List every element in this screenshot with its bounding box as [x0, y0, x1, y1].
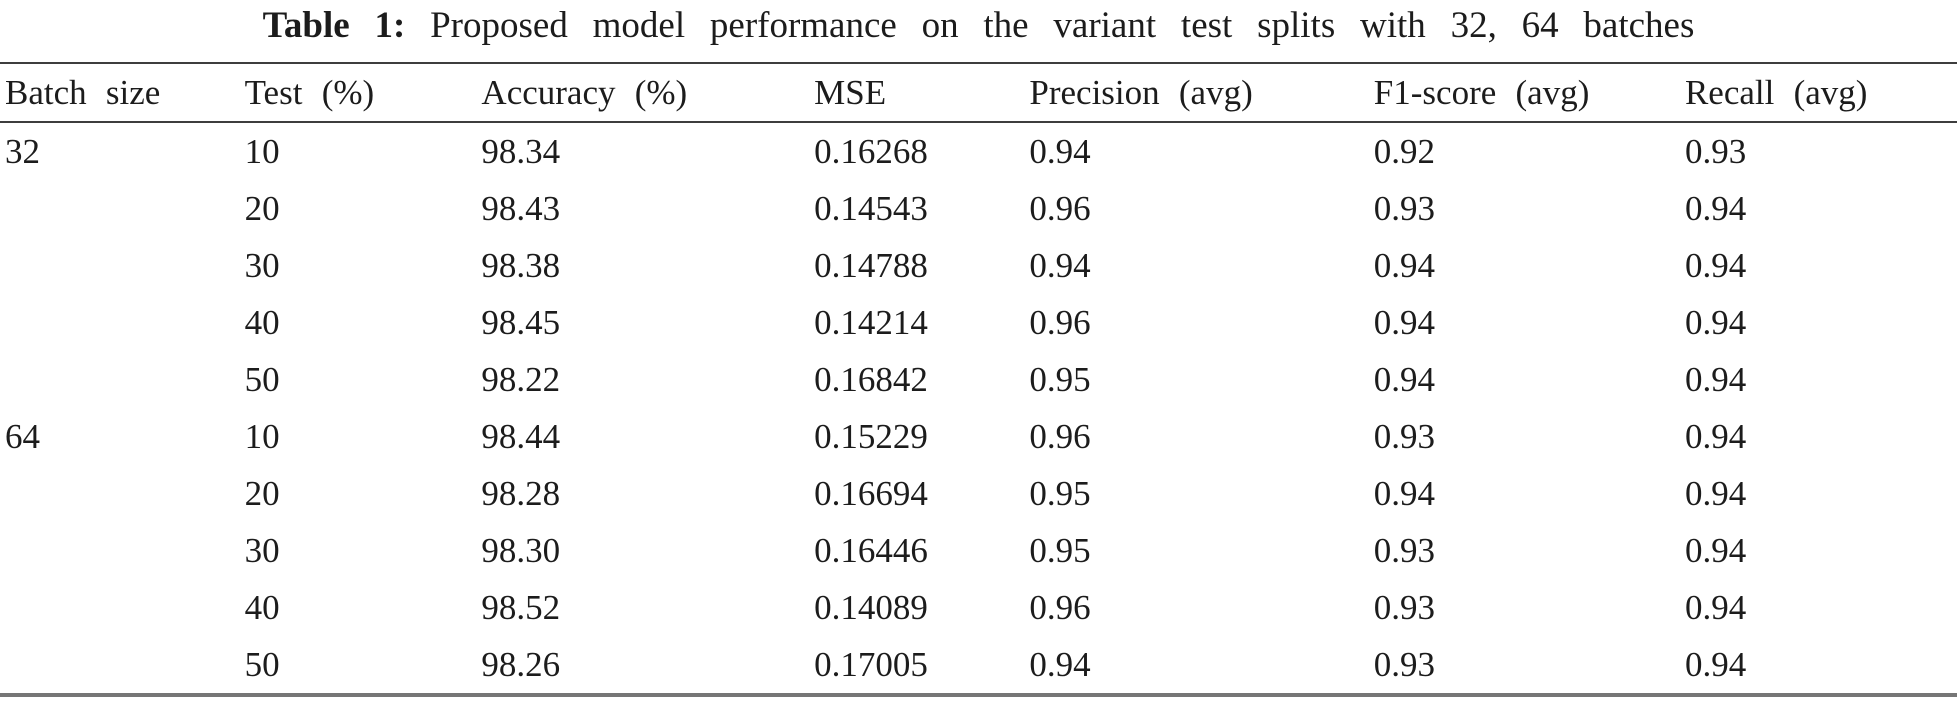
col-header-mse: MSE [814, 63, 1030, 123]
cell-precision: 0.96 [1029, 587, 1091, 627]
cell-batch-size [0, 579, 245, 636]
cell-accuracy: 98.38 [481, 245, 561, 285]
cell-batch-size [0, 351, 245, 408]
table-header: Batch size Test (%) Accuracy (%) MSE Pre… [0, 63, 1957, 123]
cell-mse: 0.14788 [814, 245, 928, 285]
col-header-batch-size: Batch size [0, 63, 245, 123]
col-header-test-pct: Test (%) [244, 63, 482, 123]
table-row: 50 98.26 0.17005 0.94 0.93 0.94 [0, 636, 1957, 695]
cell-f1-score: 0.94 [1373, 302, 1436, 342]
cell-accuracy: 98.44 [481, 416, 561, 456]
cell-test-pct: 50 [244, 359, 280, 399]
cell-precision: 0.95 [1029, 473, 1091, 513]
cell-mse: 0.15229 [814, 416, 928, 456]
col-header-f1-score: F1-score (avg) [1373, 63, 1685, 123]
cell-batch-size [0, 237, 245, 294]
cell-recall: 0.94 [1684, 587, 1747, 627]
cell-f1-score: 0.93 [1373, 416, 1436, 456]
cell-mse: 0.16842 [814, 359, 928, 399]
table-row: 20 98.28 0.16694 0.95 0.94 0.94 [0, 465, 1957, 522]
table-caption-label: Table 1: [262, 5, 406, 46]
cell-test-pct: 20 [244, 473, 280, 513]
cell-recall: 0.94 [1684, 530, 1747, 570]
cell-accuracy: 98.45 [481, 302, 561, 342]
table-row: 64 10 98.44 0.15229 0.96 0.93 0.94 [0, 408, 1957, 465]
table-row: 30 98.30 0.16446 0.95 0.93 0.94 [0, 522, 1957, 579]
col-header-accuracy: Accuracy (%) [481, 63, 815, 123]
cell-test-pct: 10 [244, 131, 280, 171]
results-table: Batch size Test (%) Accuracy (%) MSE Pre… [0, 62, 1957, 697]
cell-mse: 0.16694 [814, 473, 928, 513]
cell-test-pct: 20 [244, 188, 280, 228]
cell-mse: 0.14214 [814, 302, 928, 342]
cell-precision: 0.95 [1029, 359, 1091, 399]
cell-accuracy: 98.30 [481, 530, 561, 570]
cell-test-pct: 40 [244, 587, 280, 627]
table-caption-text: Proposed model performance on the varian… [430, 5, 1695, 46]
cell-batch-size [0, 180, 245, 237]
cell-f1-score: 0.94 [1373, 245, 1436, 285]
cell-recall: 0.94 [1684, 473, 1747, 513]
cell-batch-size [0, 522, 245, 579]
table-row: 32 10 98.34 0.16268 0.94 0.92 0.93 [0, 122, 1957, 180]
cell-recall: 0.94 [1684, 644, 1747, 684]
table-row: 30 98.38 0.14788 0.94 0.94 0.94 [0, 237, 1957, 294]
cell-test-pct: 40 [244, 302, 280, 342]
cell-accuracy: 98.28 [481, 473, 561, 513]
col-header-precision: Precision (avg) [1029, 63, 1374, 123]
cell-batch-size: 32 [5, 131, 40, 171]
table-row: 40 98.45 0.14214 0.96 0.94 0.94 [0, 294, 1957, 351]
cell-accuracy: 98.43 [481, 188, 561, 228]
cell-f1-score: 0.93 [1373, 587, 1436, 627]
cell-f1-score: 0.93 [1373, 530, 1436, 570]
cell-test-pct: 50 [244, 644, 280, 684]
cell-recall: 0.94 [1684, 302, 1747, 342]
cell-accuracy: 98.22 [481, 359, 561, 399]
cell-batch-size [0, 465, 245, 522]
table-row: 50 98.22 0.16842 0.95 0.94 0.94 [0, 351, 1957, 408]
table-row: 40 98.52 0.14089 0.96 0.93 0.94 [0, 579, 1957, 636]
cell-mse: 0.14089 [814, 587, 928, 627]
cell-recall: 0.93 [1684, 131, 1747, 171]
cell-mse: 0.17005 [814, 644, 928, 684]
cell-mse: 0.14543 [814, 188, 928, 228]
cell-accuracy: 98.52 [481, 587, 561, 627]
col-header-recall: Recall (avg) [1684, 63, 1957, 123]
cell-precision: 0.95 [1029, 530, 1091, 570]
cell-test-pct: 30 [244, 245, 280, 285]
cell-batch-size: 64 [5, 416, 40, 456]
cell-recall: 0.94 [1684, 245, 1747, 285]
cell-batch-size [0, 294, 245, 351]
cell-recall: 0.94 [1684, 188, 1747, 228]
cell-f1-score: 0.94 [1373, 473, 1436, 513]
cell-f1-score: 0.93 [1373, 188, 1436, 228]
cell-f1-score: 0.93 [1373, 644, 1436, 684]
header-row: Batch size Test (%) Accuracy (%) MSE Pre… [0, 63, 1957, 123]
cell-precision: 0.94 [1029, 644, 1091, 684]
cell-mse: 0.16268 [814, 131, 928, 171]
cell-recall: 0.94 [1684, 416, 1747, 456]
table-row: 20 98.43 0.14543 0.96 0.93 0.94 [0, 180, 1957, 237]
table-body: 32 10 98.34 0.16268 0.94 0.92 0.93 20 98… [0, 122, 1957, 695]
cell-precision: 0.96 [1029, 302, 1091, 342]
cell-recall: 0.94 [1684, 359, 1747, 399]
cell-mse: 0.16446 [814, 530, 928, 570]
cell-test-pct: 30 [244, 530, 280, 570]
cell-precision: 0.94 [1029, 131, 1091, 171]
cell-f1-score: 0.94 [1373, 359, 1436, 399]
cell-precision: 0.94 [1029, 245, 1091, 285]
cell-precision: 0.96 [1029, 416, 1091, 456]
cell-precision: 0.96 [1029, 188, 1091, 228]
cell-batch-size [0, 636, 245, 695]
cell-accuracy: 98.26 [481, 644, 561, 684]
cell-accuracy: 98.34 [481, 131, 561, 171]
cell-f1-score: 0.92 [1373, 131, 1436, 171]
table-caption: Table 1: Proposed model performance on t… [0, 0, 1957, 62]
cell-test-pct: 10 [244, 416, 280, 456]
